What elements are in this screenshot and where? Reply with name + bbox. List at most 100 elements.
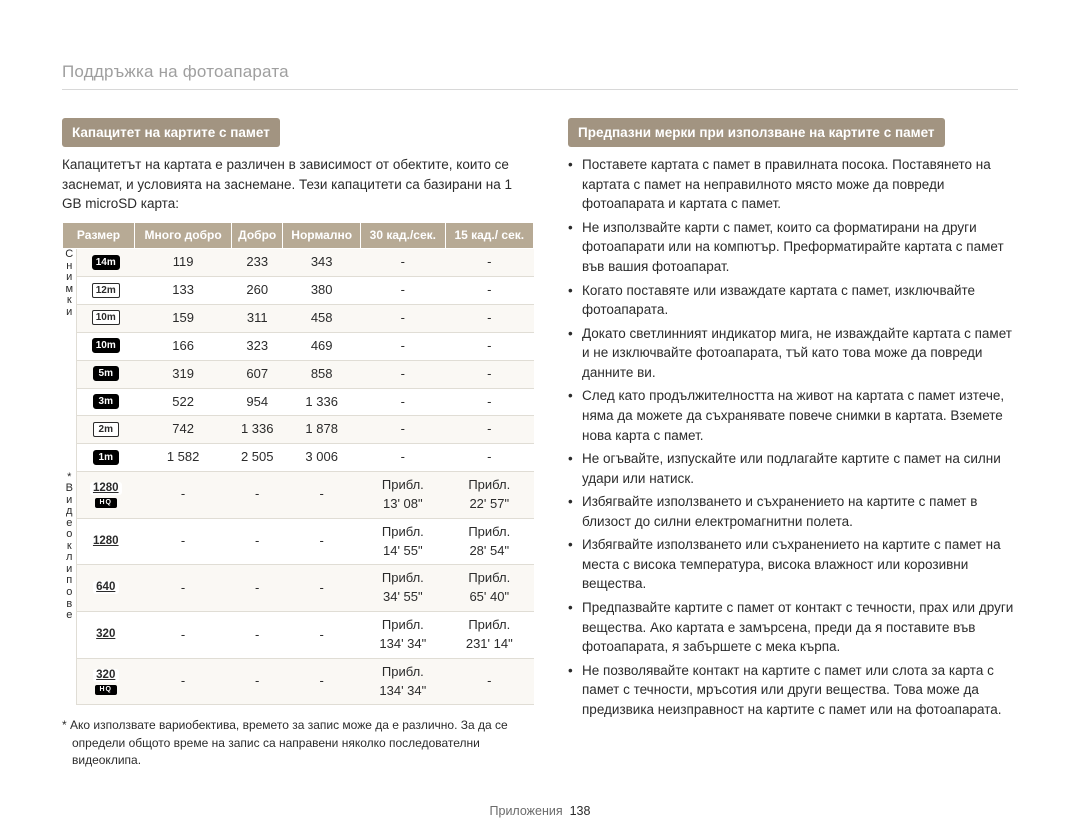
- data-cell: 742: [135, 416, 232, 444]
- list-item: Не използвайте карти с памет, които са ф…: [568, 218, 1018, 277]
- th-15fps: 15 кад./ сек.: [445, 222, 533, 248]
- data-cell: Прибл.134' 34": [361, 658, 445, 705]
- data-cell: Прибл.65' 40": [445, 565, 533, 612]
- table-row: 10m166323469--: [63, 332, 534, 360]
- footer-label: Приложения: [490, 804, 563, 818]
- th-good: Добро: [232, 222, 283, 248]
- data-cell: -: [445, 444, 533, 472]
- size-cell: 12m: [77, 277, 135, 305]
- page-title: Поддръжка на фотоапарата: [62, 60, 1018, 85]
- table-row: 640---Прибл.34' 55"Прибл.65' 40": [63, 565, 534, 612]
- size-cell: 320: [77, 612, 135, 659]
- footer: Приложения 138: [62, 802, 1018, 820]
- left-heading: Капацитет на картите с памет: [62, 118, 280, 148]
- data-cell: -: [445, 249, 533, 277]
- data-cell: 469: [283, 332, 361, 360]
- page: Поддръжка на фотоапарата Капацитет на ка…: [0, 0, 1080, 820]
- data-cell: 522: [135, 388, 232, 416]
- data-cell: -: [361, 444, 445, 472]
- data-cell: Прибл.231' 14": [445, 612, 533, 659]
- side-label: Снимки: [63, 249, 77, 472]
- data-cell: 1 878: [283, 416, 361, 444]
- data-cell: -: [135, 658, 232, 705]
- data-cell: -: [361, 360, 445, 388]
- left-column: Капацитет на картите с памет Капацитетът…: [62, 118, 534, 782]
- data-cell: 323: [232, 332, 283, 360]
- data-cell: -: [445, 332, 533, 360]
- list-item: Поставете картата с памет в правилната п…: [568, 155, 1018, 214]
- data-cell: Прибл.28' 54": [445, 518, 533, 565]
- data-cell: -: [361, 249, 445, 277]
- data-cell: 311: [232, 304, 283, 332]
- data-cell: -: [135, 518, 232, 565]
- data-cell: -: [232, 612, 283, 659]
- data-cell: -: [232, 472, 283, 519]
- data-cell: 1 336: [283, 388, 361, 416]
- divider: [62, 89, 1018, 90]
- size-cell: 5m: [77, 360, 135, 388]
- list-item: Когато поставяте или изваждате картата с…: [568, 281, 1018, 320]
- data-cell: -: [232, 518, 283, 565]
- data-cell: 133: [135, 277, 232, 305]
- data-cell: -: [445, 416, 533, 444]
- left-intro: Капацитетът на картата е различен в зави…: [62, 155, 534, 214]
- data-cell: Прибл.134' 34": [361, 612, 445, 659]
- th-size: Размер: [63, 222, 135, 248]
- data-cell: Прибл.34' 55": [361, 565, 445, 612]
- data-cell: -: [445, 304, 533, 332]
- table-row: 1m1 5822 5053 006--: [63, 444, 534, 472]
- data-cell: -: [445, 277, 533, 305]
- data-cell: 166: [135, 332, 232, 360]
- size-cell: 320HQ: [77, 658, 135, 705]
- th-normal: Нормално: [283, 222, 361, 248]
- data-cell: -: [445, 388, 533, 416]
- table-row: * Видеоклипове1280HQ---Прибл.13' 08"Приб…: [63, 472, 534, 519]
- data-cell: -: [135, 565, 232, 612]
- table-row: Снимки14m119233343--: [63, 249, 534, 277]
- data-cell: 607: [232, 360, 283, 388]
- right-heading: Предпазни мерки при използване на картит…: [568, 118, 945, 148]
- size-cell: 1m: [77, 444, 135, 472]
- data-cell: -: [232, 565, 283, 612]
- precautions-list: Поставете картата с памет в правилната п…: [568, 155, 1018, 719]
- data-cell: 260: [232, 277, 283, 305]
- data-cell: -: [445, 360, 533, 388]
- data-cell: Прибл.13' 08": [361, 472, 445, 519]
- right-column: Предпазни мерки при използване на картит…: [568, 118, 1018, 782]
- size-cell: 3m: [77, 388, 135, 416]
- size-cell: 10m: [77, 304, 135, 332]
- data-cell: Прибл.14' 55": [361, 518, 445, 565]
- data-cell: 2 505: [232, 444, 283, 472]
- footer-page: 138: [570, 804, 591, 818]
- list-item: След като продължителността на живот на …: [568, 386, 1018, 445]
- list-item: Предпазвайте картите с памет от контакт …: [568, 598, 1018, 657]
- data-cell: -: [283, 472, 361, 519]
- list-item: Не позволявайте контакт на картите с пам…: [568, 661, 1018, 720]
- footnote: * Ако използвате вариобектива, времето з…: [62, 717, 534, 769]
- data-cell: -: [283, 612, 361, 659]
- table-row: 10m159311458--: [63, 304, 534, 332]
- table-row: 2m7421 3361 878--: [63, 416, 534, 444]
- data-cell: 1 582: [135, 444, 232, 472]
- th-verygood: Много добро: [135, 222, 232, 248]
- table-row: 5m319607858--: [63, 360, 534, 388]
- data-cell: -: [232, 658, 283, 705]
- size-cell: 1280: [77, 518, 135, 565]
- capacity-table: Размер Много добро Добро Нормално 30 кад…: [62, 222, 534, 706]
- table-row: 12m133260380--: [63, 277, 534, 305]
- data-cell: 380: [283, 277, 361, 305]
- data-cell: 233: [232, 249, 283, 277]
- table-header-row: Размер Много добро Добро Нормално 30 кад…: [63, 222, 534, 248]
- columns: Капацитет на картите с памет Капацитетът…: [62, 118, 1018, 782]
- side-label: * Видеоклипове: [63, 472, 77, 705]
- table-row: 320HQ---Прибл.134' 34"-: [63, 658, 534, 705]
- size-cell: 1280HQ: [77, 472, 135, 519]
- data-cell: -: [135, 472, 232, 519]
- data-cell: 954: [232, 388, 283, 416]
- data-cell: 3 006: [283, 444, 361, 472]
- data-cell: -: [361, 388, 445, 416]
- data-cell: -: [361, 277, 445, 305]
- data-cell: -: [361, 332, 445, 360]
- data-cell: 458: [283, 304, 361, 332]
- data-cell: -: [283, 518, 361, 565]
